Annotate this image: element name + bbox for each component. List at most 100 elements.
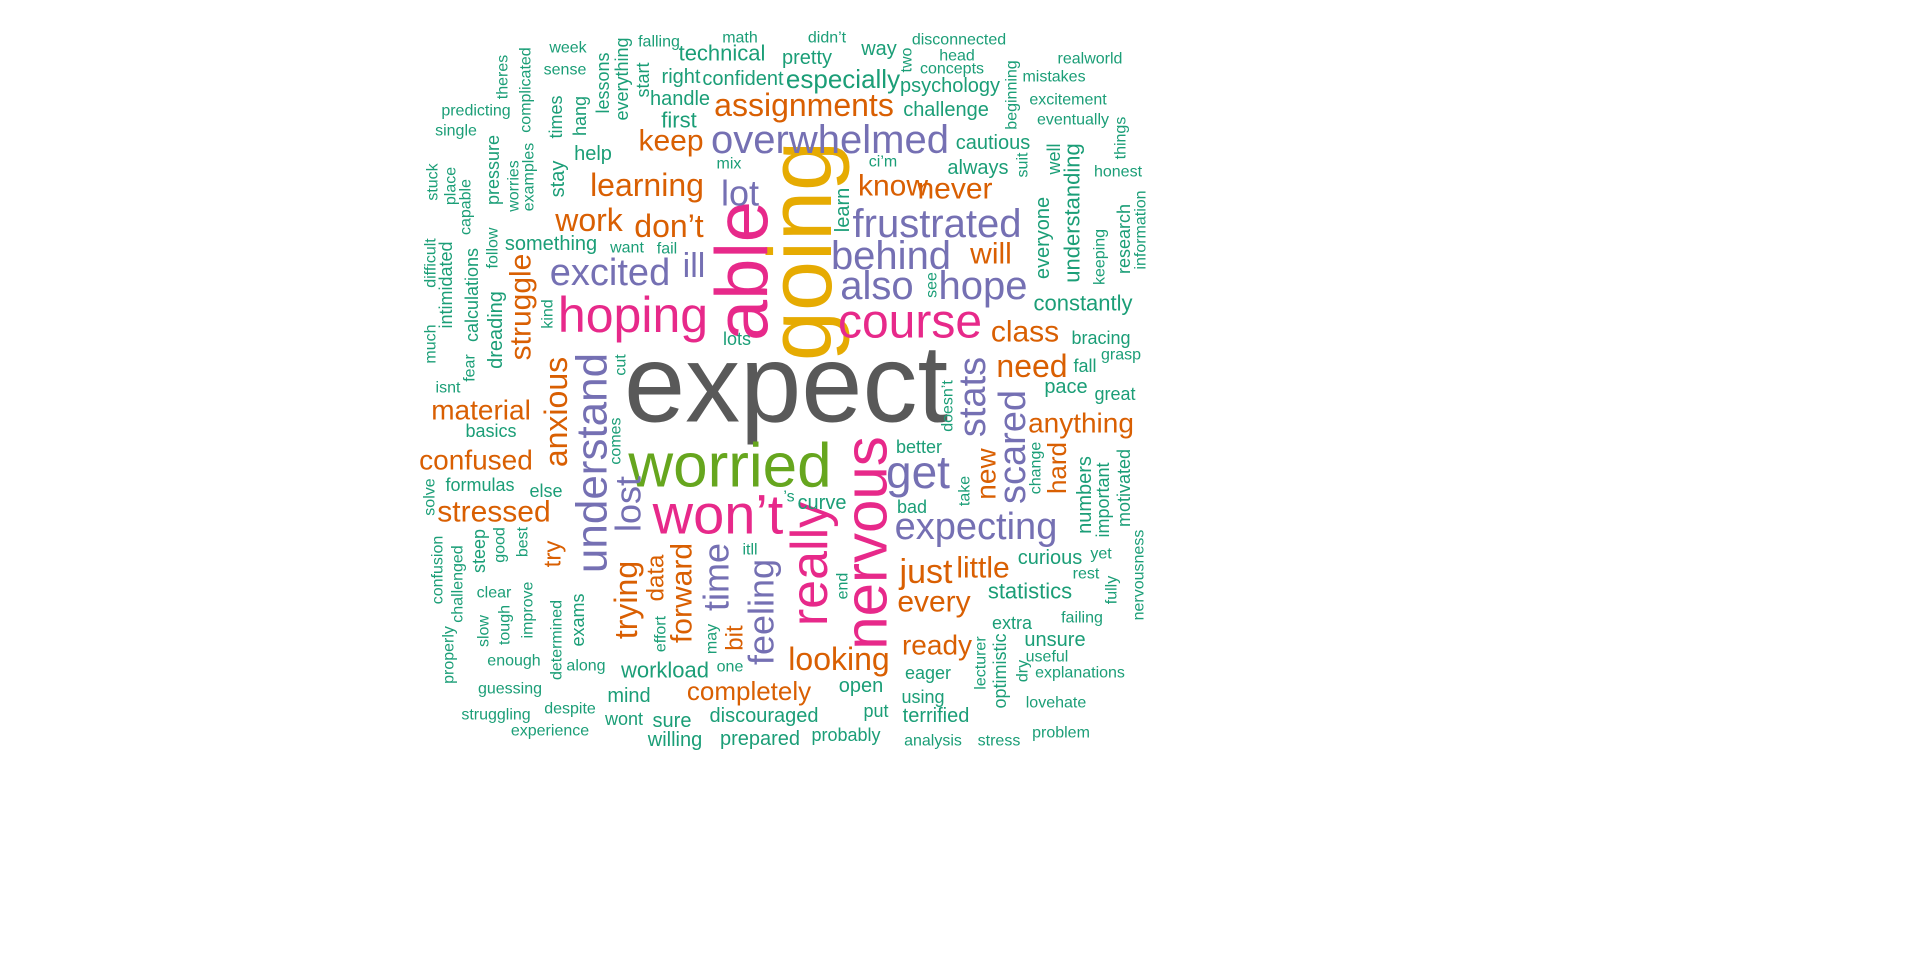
word-much: much bbox=[423, 324, 440, 363]
word-hard: hard bbox=[1042, 442, 1072, 494]
word-slow: slow bbox=[476, 615, 493, 647]
word-really: really bbox=[781, 502, 839, 626]
word-lessons: lessons bbox=[593, 52, 613, 113]
word-also: also bbox=[840, 264, 913, 308]
word-math: math bbox=[722, 30, 758, 47]
word-learning: learning bbox=[590, 167, 704, 203]
word-willing: willing bbox=[647, 729, 702, 751]
word-won-t: won’t bbox=[652, 483, 784, 546]
word-don-t: don’t bbox=[634, 208, 704, 244]
word-will: will bbox=[969, 238, 1012, 271]
word-handle: handle bbox=[650, 88, 710, 110]
word-effort: effort bbox=[653, 615, 670, 652]
word-fail: fail bbox=[657, 241, 677, 258]
word-completely: completely bbox=[687, 676, 811, 706]
word-itll: itll bbox=[742, 542, 757, 559]
word-single: single bbox=[435, 123, 477, 140]
word-help: help bbox=[574, 143, 612, 165]
word-along: along bbox=[566, 658, 605, 675]
word-class: class bbox=[991, 316, 1059, 349]
word-week: week bbox=[548, 40, 587, 57]
word-motivated: motivated bbox=[1114, 449, 1134, 527]
word-end: end bbox=[835, 573, 852, 600]
word-start: start bbox=[633, 62, 653, 97]
word-worried: worried bbox=[627, 432, 831, 501]
word-experience: experience bbox=[511, 723, 589, 740]
word-bad: bad bbox=[897, 497, 927, 517]
word-examples: examples bbox=[521, 143, 538, 211]
word-way: way bbox=[860, 38, 897, 60]
word-excited: excited bbox=[550, 252, 670, 294]
word-want: want bbox=[609, 240, 644, 257]
word-curve: curve bbox=[798, 492, 847, 514]
word-struggle: struggle bbox=[505, 254, 538, 361]
word-hope: hope bbox=[939, 264, 1028, 308]
word-things: things bbox=[1113, 117, 1130, 160]
word-statistics: statistics bbox=[988, 579, 1072, 604]
word-expect: expect bbox=[624, 323, 948, 446]
word-hang: hang bbox=[570, 96, 590, 136]
word-properly: properly bbox=[441, 626, 458, 684]
word-just: just bbox=[899, 553, 953, 591]
word-something: something bbox=[505, 233, 597, 255]
word-everyone: everyone bbox=[1032, 197, 1054, 279]
word-pressure: pressure bbox=[483, 135, 503, 205]
word-place: place bbox=[443, 167, 460, 205]
word-improve: improve bbox=[520, 581, 537, 638]
word-fear: fear bbox=[462, 354, 479, 382]
word-trying: trying bbox=[608, 561, 644, 639]
word-time: time bbox=[696, 543, 737, 611]
word-anxious: anxious bbox=[538, 357, 574, 467]
word-may: may bbox=[704, 624, 721, 654]
word-yet: yet bbox=[1090, 546, 1112, 563]
word-eager: eager bbox=[905, 663, 951, 683]
word-assignments: assignments bbox=[714, 87, 894, 123]
word-dreading: dreading bbox=[485, 291, 507, 369]
word-pretty: pretty bbox=[782, 47, 832, 69]
word-ci-m: ci’m bbox=[869, 154, 897, 171]
word-complicated: complicated bbox=[518, 47, 535, 132]
word-stats: stats bbox=[952, 357, 994, 437]
word-one: one bbox=[717, 659, 744, 676]
word-extra: extra bbox=[992, 613, 1033, 633]
word-lecturer: lecturer bbox=[973, 636, 990, 690]
word-sure: sure bbox=[653, 710, 692, 732]
word-prepared: prepared bbox=[720, 728, 800, 750]
word-formulas: formulas bbox=[445, 475, 514, 495]
word-change: change bbox=[1028, 442, 1045, 495]
word-dry: dry bbox=[1015, 660, 1032, 682]
word-pace: pace bbox=[1044, 376, 1087, 398]
word-intimidated: intimidated bbox=[436, 241, 456, 328]
word-fully: fully bbox=[1104, 576, 1121, 604]
word-ready: ready bbox=[902, 630, 972, 661]
word-lot: lot bbox=[721, 173, 759, 214]
word-put: put bbox=[863, 701, 888, 721]
word-disconnected: disconnected bbox=[912, 32, 1006, 49]
word-keeping: keeping bbox=[1092, 229, 1109, 285]
word-clear: clear bbox=[477, 585, 512, 602]
word-wont: wont bbox=[604, 709, 643, 729]
word-cautious: cautious bbox=[956, 132, 1031, 154]
word-worries: worries bbox=[506, 160, 523, 213]
word-lots: lots bbox=[723, 329, 751, 349]
word-lost: lost bbox=[608, 476, 649, 532]
word-learn: learn bbox=[832, 188, 854, 232]
word-numbers: numbers bbox=[1074, 456, 1096, 534]
word-data: data bbox=[643, 554, 670, 601]
word-solve: solve bbox=[422, 478, 439, 515]
word-terrified: terrified bbox=[903, 705, 970, 727]
word-doesn-t: doesn’t bbox=[940, 380, 957, 432]
word-times: times bbox=[546, 95, 566, 138]
word-calculations: calculations bbox=[462, 248, 482, 342]
word-best: best bbox=[515, 526, 532, 557]
word-try: try bbox=[540, 541, 567, 568]
word-cut: cut bbox=[613, 354, 630, 376]
word-theres: theres bbox=[495, 55, 512, 99]
word-workload: workload bbox=[620, 658, 709, 683]
word-mistakes: mistakes bbox=[1022, 69, 1085, 86]
word-better: better bbox=[896, 437, 942, 457]
word-looking: looking bbox=[788, 641, 889, 677]
word-psychology: psychology bbox=[900, 75, 1000, 97]
word-capable: capable bbox=[458, 179, 475, 235]
